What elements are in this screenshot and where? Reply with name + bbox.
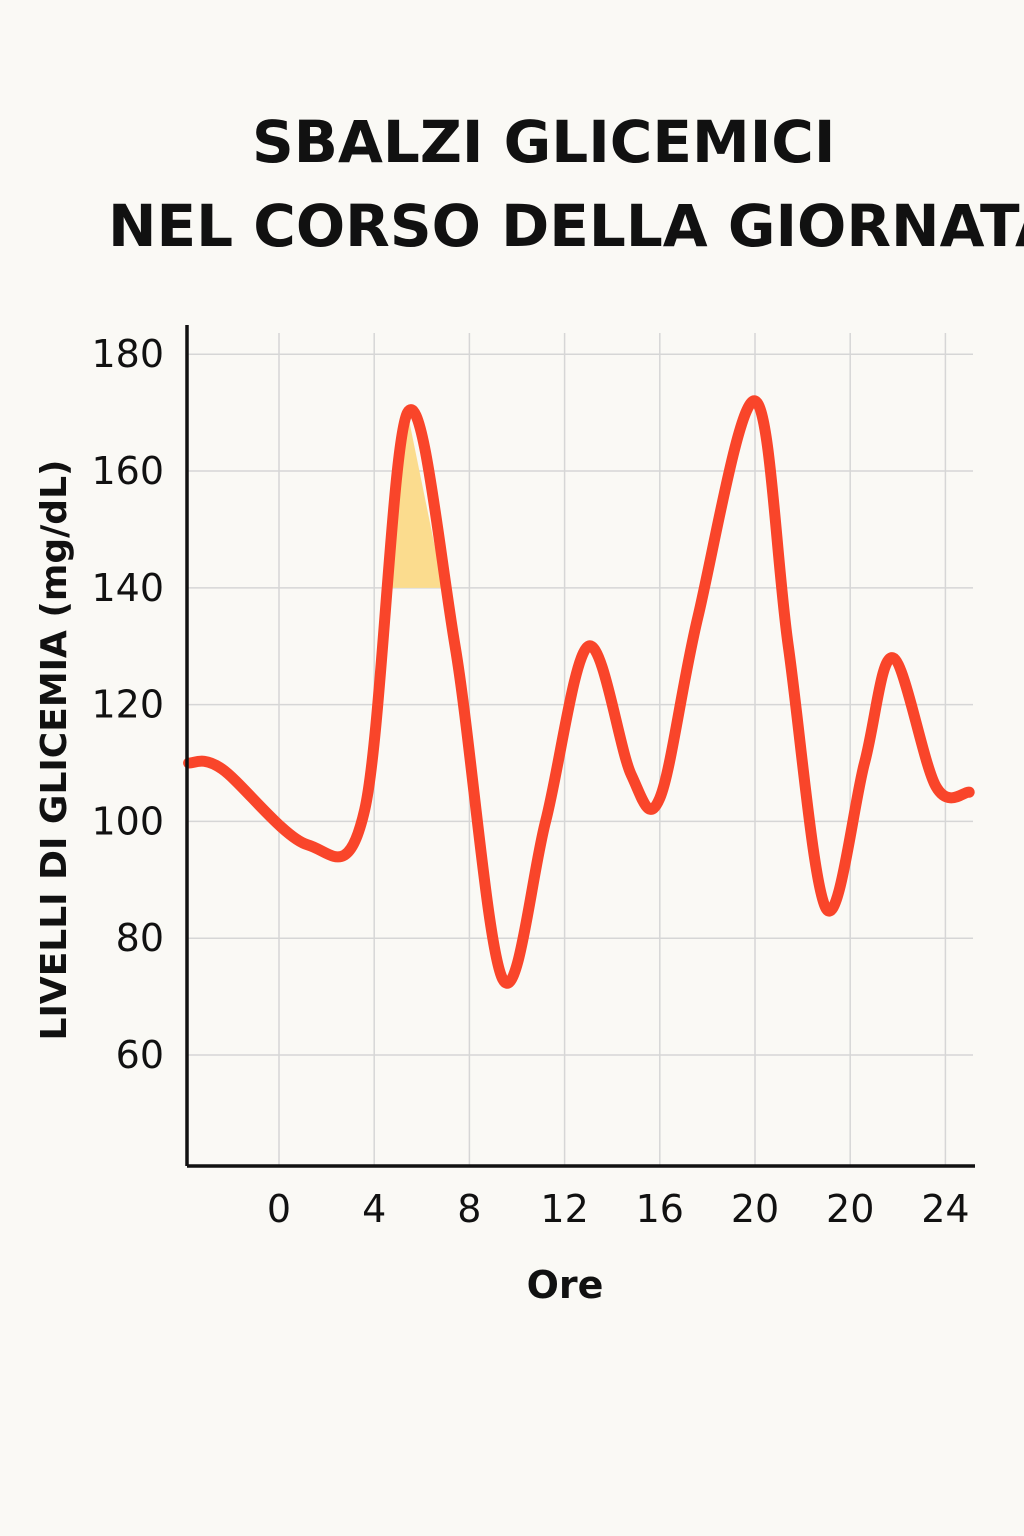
y-tick-label: 80: [116, 916, 164, 960]
y-tick-label: 140: [91, 566, 164, 610]
y-axis-label: LIVELLI DI GLICEMIA (mg/dL): [34, 460, 75, 1041]
highlight-band-layer: [388, 412, 444, 588]
grid-layer: [187, 333, 973, 1166]
x-axis-label: Ore: [527, 1263, 604, 1307]
y-tick-label: 60: [116, 1033, 164, 1077]
x-tick-label: 8: [457, 1187, 481, 1231]
x-tick-label: 16: [636, 1187, 684, 1231]
chart-title-line-2: NEL CORSO DELLA GIORNATA: [108, 192, 1024, 260]
x-tick-label: 0: [267, 1187, 291, 1231]
x-tick-label: 24: [921, 1187, 969, 1231]
y-tick-label: 160: [91, 449, 164, 493]
x-tick-label: 4: [362, 1187, 386, 1231]
y-tick-label: 180: [91, 332, 164, 376]
series-layer: [183, 395, 975, 989]
chart-title: SBALZI GLICEMICI NEL CORSO DELLA GIORNAT…: [0, 100, 1024, 268]
tick-label-layer: 60 80 100 120 140 160 180 0 4 8 12 16 20 20 24: [91, 332, 969, 1231]
axis-layer: [185, 325, 975, 1168]
y-tick-label: 120: [91, 683, 164, 727]
x-tick-label: 20: [731, 1187, 779, 1231]
highlight-band: [388, 412, 444, 588]
x-tick-label: 20: [826, 1187, 874, 1231]
chart-title-line-1: SBALZI GLICEMICI: [252, 108, 836, 176]
y-tick-label: 100: [91, 799, 164, 843]
glucose-series-line: [183, 395, 975, 989]
x-tick-label: 12: [540, 1187, 588, 1231]
